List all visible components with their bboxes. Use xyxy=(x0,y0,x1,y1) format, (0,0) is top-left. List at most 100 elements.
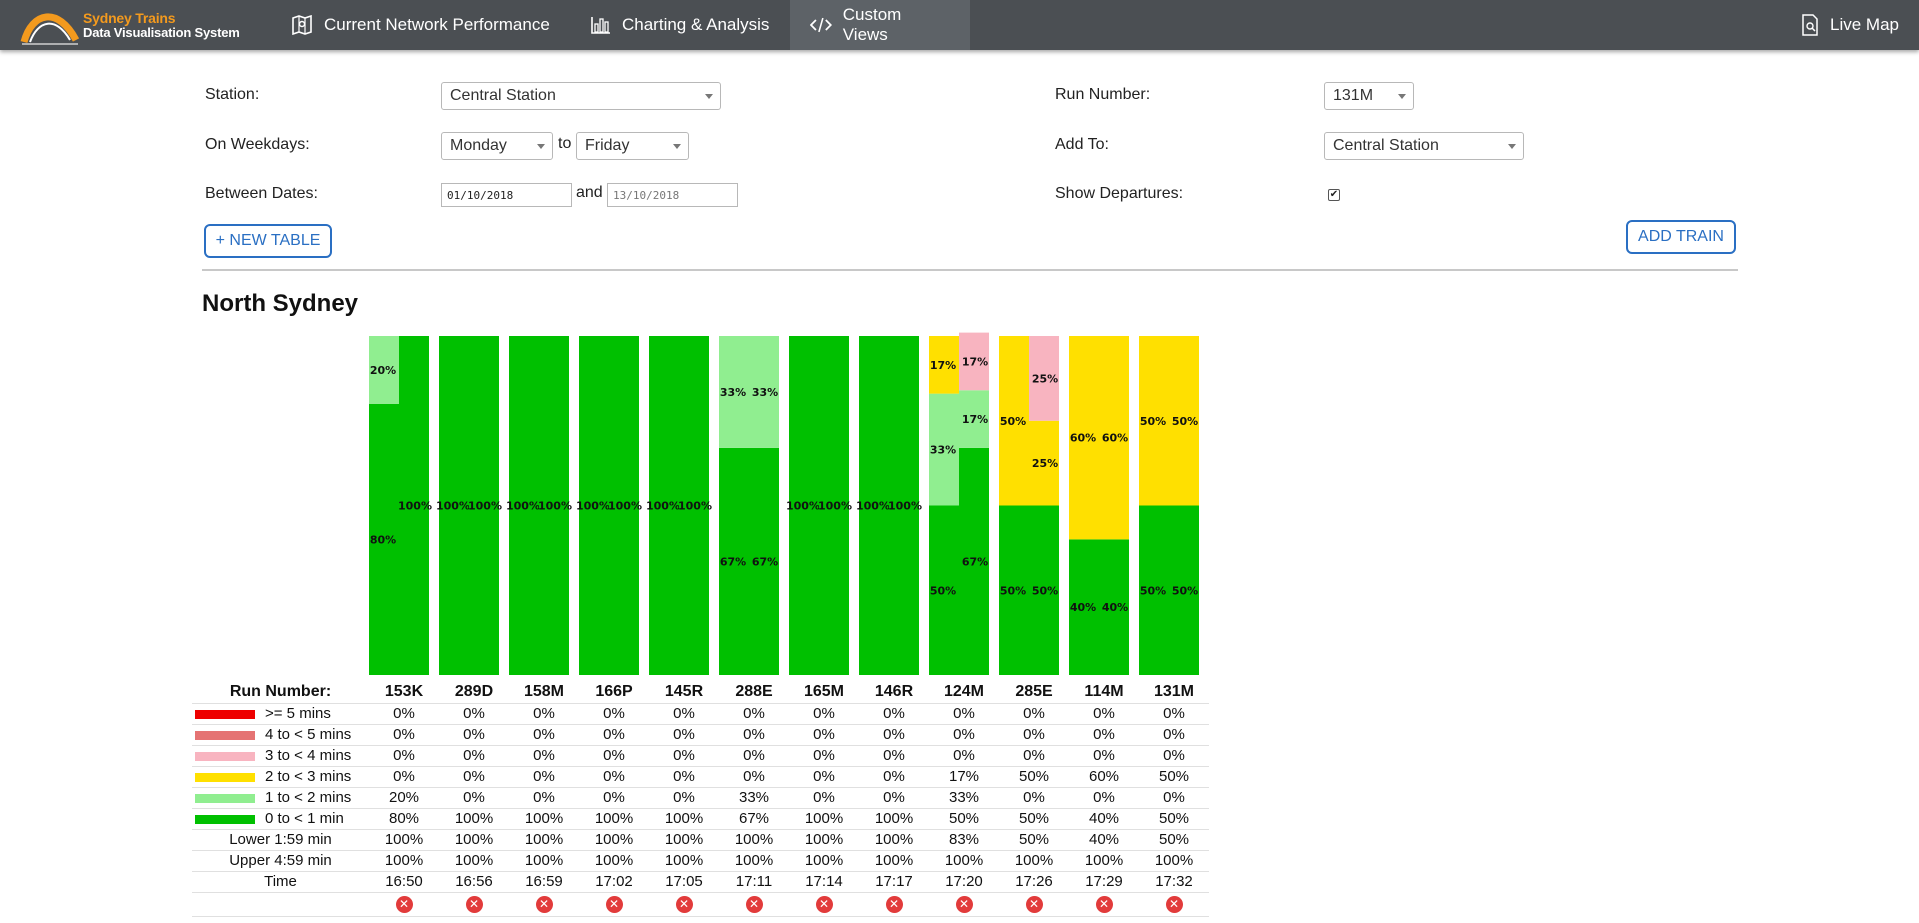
remove-x-icon[interactable]: ✕ xyxy=(465,896,483,913)
value-cell: 100% xyxy=(719,829,789,851)
value-cell: 100% xyxy=(509,850,579,872)
remove-cell: ✕ xyxy=(1069,892,1139,917)
bar-label-166P: 100% xyxy=(576,500,610,513)
bar-label-289D: 100% xyxy=(468,500,502,513)
add-train-button[interactable]: ADD TRAIN xyxy=(1626,220,1736,254)
remove-cell: ✕ xyxy=(789,892,859,917)
remove-x-icon[interactable]: ✕ xyxy=(885,896,903,913)
category-label: 0 to < 1 min xyxy=(192,808,369,830)
value-cell: 0% xyxy=(579,745,649,767)
bar-label-153K: 100% xyxy=(398,500,432,513)
value-cell: 16:50 xyxy=(369,871,439,893)
station-select[interactable]: Central Station xyxy=(441,82,721,110)
value-cell: 100% xyxy=(369,829,439,851)
value-cell: 50% xyxy=(1139,829,1209,851)
remove-x-icon[interactable]: ✕ xyxy=(675,896,693,913)
weekday-to-word: to xyxy=(558,135,572,152)
nav-live-map[interactable]: Live Map xyxy=(1781,0,1919,50)
run-number-cell: 131M xyxy=(1139,682,1209,704)
bar-label-285E: 50% xyxy=(1032,584,1058,597)
bar-segment-153K-departure-0to1 xyxy=(399,336,429,675)
value-cell: 100% xyxy=(439,808,509,830)
value-cell: 0% xyxy=(789,787,859,809)
run-number-cell: 114M xyxy=(1069,682,1139,704)
category-label: 3 to < 4 mins xyxy=(192,745,369,767)
bar-label-288E: 33% xyxy=(720,386,746,399)
value-cell: 0% xyxy=(579,766,649,788)
remove-x-icon[interactable]: ✕ xyxy=(815,896,833,913)
bar-segment-114M-departure-0to1 xyxy=(1099,539,1129,675)
remove-x-icon[interactable]: ✕ xyxy=(1025,896,1043,913)
value-cell: 100% xyxy=(719,850,789,872)
remove-x-icon[interactable]: ✕ xyxy=(395,896,413,913)
remove-x-icon[interactable]: ✕ xyxy=(955,896,973,913)
remove-cell: ✕ xyxy=(999,892,1069,917)
weekday-from-select[interactable]: Monday xyxy=(441,132,553,160)
bar-label-131M: 50% xyxy=(1172,584,1198,597)
value-cell: 60% xyxy=(1069,766,1139,788)
section-title: North Sydney xyxy=(202,290,359,317)
nav-custom-views[interactable]: Custom Views xyxy=(790,0,970,50)
bar-label-165M: 100% xyxy=(786,500,820,513)
value-cell: 100% xyxy=(439,829,509,851)
weekday-to-select[interactable]: Friday xyxy=(576,132,689,160)
value-cell: 0% xyxy=(789,745,859,767)
add-to-select[interactable]: Central Station xyxy=(1324,132,1524,160)
bar-label-145R: 100% xyxy=(646,500,680,513)
value-cell: 100% xyxy=(859,850,929,872)
remove-cell: ✕ xyxy=(1139,892,1209,917)
legend-label: 1 to < 2 mins xyxy=(265,789,352,806)
value-cell: 0% xyxy=(439,766,509,788)
legend-swatch xyxy=(195,772,255,782)
value-cell: 0% xyxy=(719,703,789,725)
value-cell: 80% xyxy=(369,808,439,830)
show-departures-checkbox[interactable]: ✔ xyxy=(1328,189,1340,201)
value-cell: 20% xyxy=(369,787,439,809)
remove-x-icon[interactable]: ✕ xyxy=(745,896,763,913)
value-cell: 100% xyxy=(369,850,439,872)
brand-title: Sydney Trains xyxy=(83,10,176,26)
value-cell: 16:59 xyxy=(509,871,579,893)
run-number-select[interactable]: 131M xyxy=(1324,82,1414,110)
remove-x-icon[interactable]: ✕ xyxy=(1095,896,1113,913)
bar-label-165M: 100% xyxy=(818,500,852,513)
bar-label-146R: 100% xyxy=(888,500,922,513)
nav-label: Current Network Performance xyxy=(324,15,550,34)
time-row: Time 16:50 16:56 16:59 17:02 17:05 17:11 17:14 1… xyxy=(192,871,1209,893)
bar-segment-124M-departure-1to2 xyxy=(959,390,989,448)
value-cell: 50% xyxy=(1139,808,1209,830)
nav-current-network-performance[interactable]: Current Network Performance xyxy=(271,0,570,50)
remove-x-icon[interactable]: ✕ xyxy=(605,896,623,913)
date-from-input[interactable]: 01/10/2018 xyxy=(441,183,572,207)
date-to-input[interactable]: 13/10/2018 xyxy=(607,183,738,207)
value-cell: 17:29 xyxy=(1069,871,1139,893)
chevron-down-icon xyxy=(1398,94,1406,99)
value-cell: 100% xyxy=(649,850,719,872)
bar-segment-285E-departure-0to1 xyxy=(1029,505,1059,675)
bar-label-124M: 33% xyxy=(930,444,956,457)
nav-charting-analysis[interactable]: Charting & Analysis xyxy=(571,0,789,50)
remove-x-icon[interactable]: ✕ xyxy=(535,896,553,913)
remove-cell: ✕ xyxy=(719,892,789,917)
new-table-button[interactable]: + NEW TABLE xyxy=(204,224,332,258)
value-cell: 0% xyxy=(929,724,999,746)
remove-x-icon[interactable]: ✕ xyxy=(1165,896,1183,913)
value-cell: 100% xyxy=(1139,850,1209,872)
brand-logo[interactable]: Sydney Trains Data Visualisation System xyxy=(20,4,260,46)
legend-label: 2 to < 3 mins xyxy=(265,768,352,785)
bar-segment-289D-departure-0to1 xyxy=(469,336,499,675)
bar-label-153K: 20% xyxy=(370,364,396,377)
station-label: Station: xyxy=(205,86,260,103)
weekday-to-value: Friday xyxy=(585,137,630,154)
value-cell: 17:26 xyxy=(999,871,1069,893)
divider xyxy=(202,269,1738,271)
value-cell: 0% xyxy=(789,766,859,788)
run-number-label: Run Number: xyxy=(1055,86,1151,103)
code-icon xyxy=(810,17,832,33)
value-cell: 0% xyxy=(1069,787,1139,809)
performance-table: Run Number: 153K 289D 158M 166P 145R 288E 165M 1… xyxy=(192,682,1209,917)
bar-label-131M: 50% xyxy=(1140,415,1166,428)
upper-row: Upper 4:59 min 100% 100% 100% 100% 100% 100% 10… xyxy=(192,850,1209,872)
show-departures-label: Show Departures: xyxy=(1055,185,1184,202)
